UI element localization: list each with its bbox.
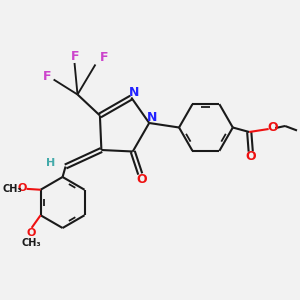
Text: N: N <box>128 85 139 99</box>
Text: O: O <box>267 121 278 134</box>
Text: O: O <box>245 150 256 164</box>
Text: H: H <box>46 158 55 169</box>
Text: CH₃: CH₃ <box>2 184 22 194</box>
Text: O: O <box>27 228 36 238</box>
Text: F: F <box>100 51 109 64</box>
Text: O: O <box>18 183 27 193</box>
Text: F: F <box>71 50 80 63</box>
Text: N: N <box>147 111 158 124</box>
Text: F: F <box>43 70 51 83</box>
Text: CH₃: CH₃ <box>22 238 41 248</box>
Text: O: O <box>136 173 147 186</box>
